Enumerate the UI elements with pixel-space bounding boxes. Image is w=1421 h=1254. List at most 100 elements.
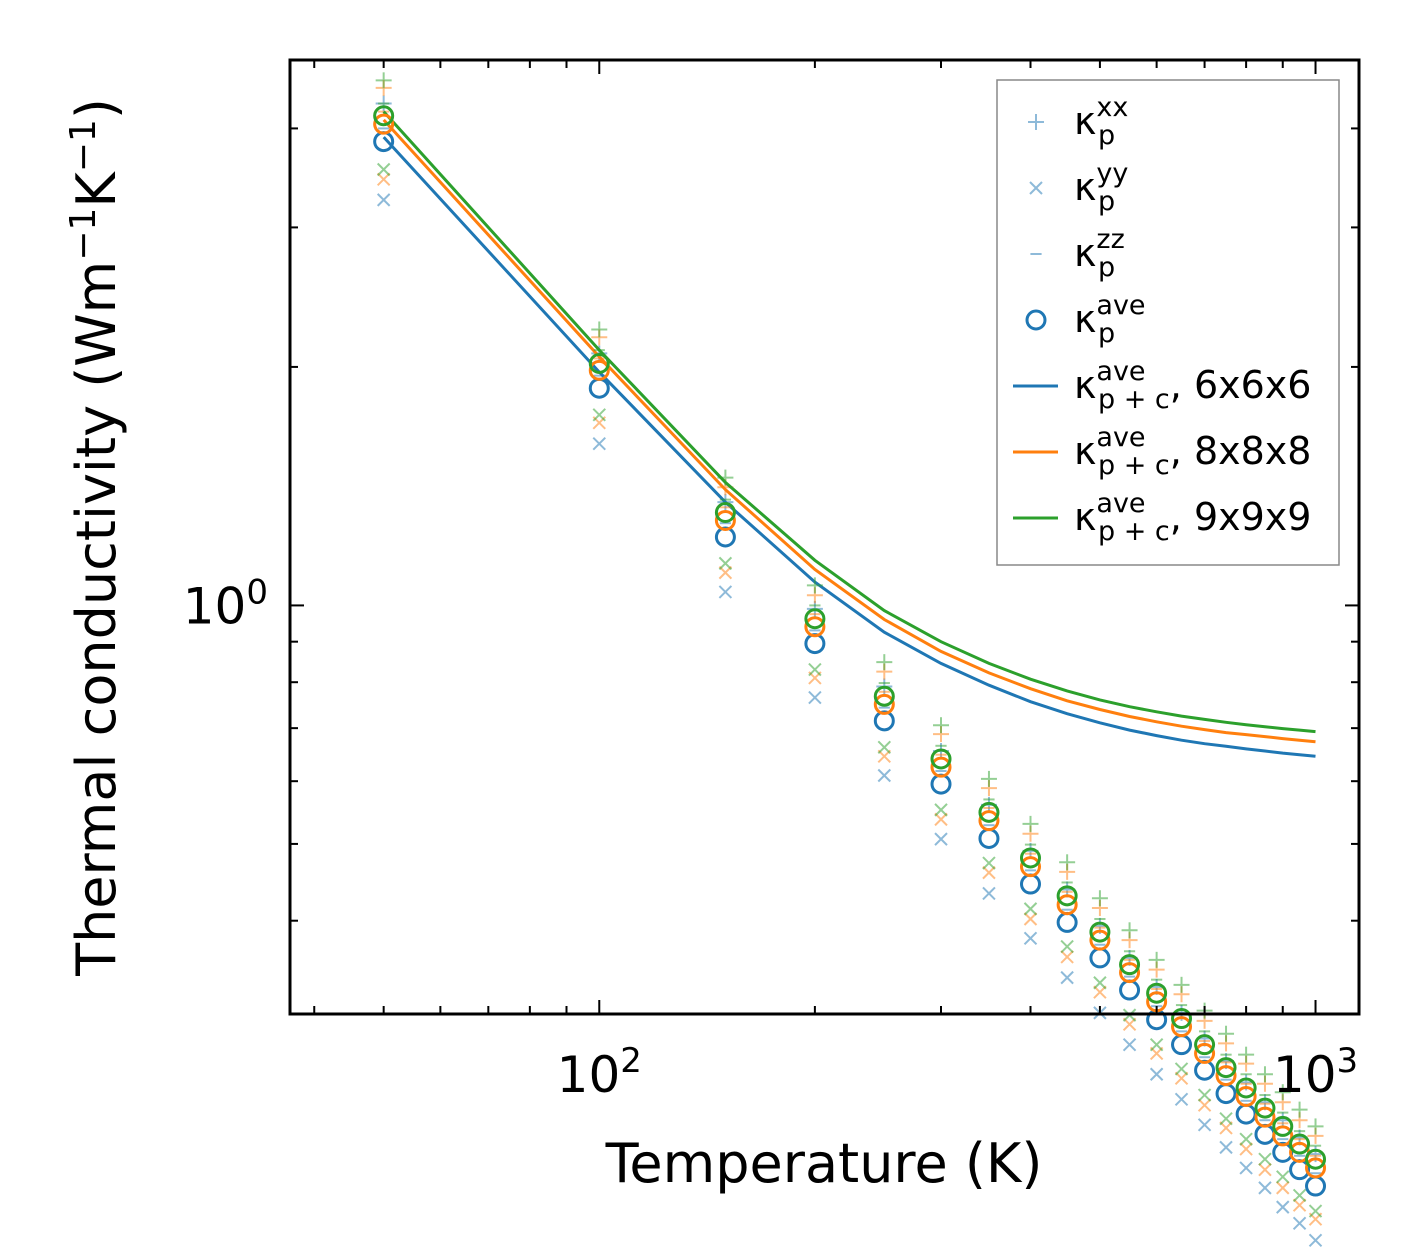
marker-yy-6x6x6 — [808, 690, 822, 705]
series-9x9x9 — [375, 72, 1324, 1218]
cross-b — [376, 172, 391, 187]
cross-b — [718, 556, 733, 571]
y-axis-label-mid: K — [65, 171, 128, 208]
legend-item-5: κave p + c, 8x8x8 — [1013, 422, 1311, 481]
legend-sub: p — [1098, 252, 1115, 283]
circle — [1171, 1016, 1193, 1038]
legend-symbol: κ — [1074, 495, 1096, 539]
cross-b — [1308, 1204, 1323, 1218]
cross-b — [1258, 1162, 1272, 1177]
cross-b — [1060, 950, 1074, 964]
cross-b — [1023, 902, 1038, 916]
y-axis-label-main: Thermal conductivity (Wm — [65, 261, 128, 977]
circle — [1272, 1115, 1294, 1137]
marker-ave-9x9x9 — [804, 608, 826, 630]
cross-b — [982, 886, 996, 901]
cross-b — [1258, 1181, 1272, 1195]
y-axis-label-sup1: −1 — [63, 208, 104, 261]
circle — [1305, 1148, 1327, 1170]
cross-b — [1093, 976, 1107, 990]
marker-ave-8x8x8 — [1235, 1085, 1257, 1107]
cross-b — [877, 768, 892, 783]
marker-yy-8x8x8 — [1239, 1142, 1253, 1156]
legend-item-2: κzz p — [1030, 224, 1125, 283]
marker-ave-8x8x8 — [930, 756, 952, 778]
marker-ave-8x8x8 — [1089, 929, 1111, 951]
marker-ave-8x8x8 — [1171, 1016, 1193, 1038]
marker-yy-6x6x6 — [1258, 1181, 1272, 1195]
circle — [873, 693, 895, 715]
legend-symbol: κ — [1074, 231, 1096, 275]
cross-b — [1276, 1200, 1290, 1214]
cross-b — [1219, 1111, 1233, 1126]
plot-content — [373, 72, 1327, 1248]
legend-grid-label: , 8x8x8 — [1170, 429, 1312, 473]
legend-item-0: κxx p — [1028, 92, 1128, 151]
marker-ave-9x9x9 — [1146, 982, 1168, 1004]
marker-ave-8x8x8 — [373, 113, 395, 135]
circle — [873, 710, 895, 732]
circle — [1272, 1125, 1294, 1147]
y-axis-label: Thermal conductivity (Wm−1K−1) — [63, 98, 128, 977]
cross-b — [1197, 1098, 1212, 1112]
circle — [588, 377, 610, 399]
cross-b — [1292, 1198, 1307, 1212]
legend-sup: xx — [1096, 92, 1128, 123]
marker-xx-9x9x9 — [1256, 1066, 1273, 1083]
marker-ave-9x9x9 — [1020, 847, 1042, 869]
marker-yy-6x6x6 — [877, 768, 892, 783]
circle — [1171, 1008, 1193, 1030]
marker-yy-9x9x9 — [718, 556, 733, 571]
marker-ave-9x9x9 — [714, 502, 736, 524]
marker-ave-6x6x6 — [930, 773, 952, 795]
legend-symbol: κ — [1074, 165, 1096, 209]
legend-box — [996, 79, 1340, 566]
circle — [1305, 1157, 1327, 1179]
marker-ave-8x8x8 — [978, 810, 1000, 832]
cross-b — [1149, 1067, 1164, 1081]
circle — [1020, 873, 1042, 895]
legend-sub: p — [1098, 186, 1115, 217]
marker-yy-6x6x6 — [1060, 970, 1074, 985]
legend-grid-label: , 6x6x6 — [1170, 363, 1312, 407]
marker-yy-6x6x6 — [1122, 1037, 1137, 1052]
marker-xx-9x9x9 — [876, 654, 893, 671]
x-tick-label-exp: 2 — [620, 1041, 642, 1081]
legend-sub: p + c — [1098, 450, 1170, 481]
circle — [1194, 1042, 1216, 1064]
marker-yy-6x6x6 — [982, 886, 996, 901]
marker-ave-9x9x9 — [1215, 1057, 1237, 1079]
marker-ave-6x6x6 — [873, 710, 895, 732]
circle — [373, 113, 395, 135]
y-tick-label-exp: 0 — [246, 572, 268, 612]
cross-b — [1308, 1233, 1323, 1248]
circle — [978, 810, 1000, 832]
marker-yy-6x6x6 — [1239, 1161, 1253, 1175]
circle — [1235, 1103, 1257, 1125]
cross-b — [592, 408, 606, 422]
marker-ave-9x9x9 — [1089, 921, 1111, 943]
circle — [1215, 1065, 1237, 1087]
marker-yy-6x6x6 — [1023, 931, 1038, 946]
marker-yy-9x9x9 — [808, 662, 822, 677]
marker-ave-6x6x6 — [1305, 1175, 1327, 1197]
marker-yy-8x8x8 — [1023, 912, 1038, 926]
circle — [1056, 885, 1078, 907]
marker-ave-9x9x9 — [588, 352, 610, 374]
legend-item-1: κyy p — [1029, 158, 1128, 217]
legend-sup: ave — [1096, 290, 1145, 321]
marker-ave-8x8x8 — [1254, 1106, 1276, 1128]
circle — [1289, 1133, 1311, 1155]
cross-b — [1239, 1132, 1253, 1146]
legend-symbol: κ — [1074, 99, 1096, 143]
marker-ave-9x9x9 — [1056, 885, 1078, 907]
legend-label: κave p — [1074, 290, 1146, 349]
marker-xx-9x9x9 — [1173, 976, 1190, 993]
marker-yy-8x8x8 — [934, 812, 948, 827]
marker-ave-6x6x6 — [1089, 947, 1111, 969]
marker-ave-6x6x6 — [373, 131, 395, 153]
marker-ave-6x6x6 — [1254, 1123, 1276, 1145]
marker-yy-8x8x8 — [1258, 1162, 1272, 1177]
cross-b — [1292, 1188, 1307, 1203]
legend-label: κave p + c, 8x8x8 — [1074, 422, 1311, 481]
